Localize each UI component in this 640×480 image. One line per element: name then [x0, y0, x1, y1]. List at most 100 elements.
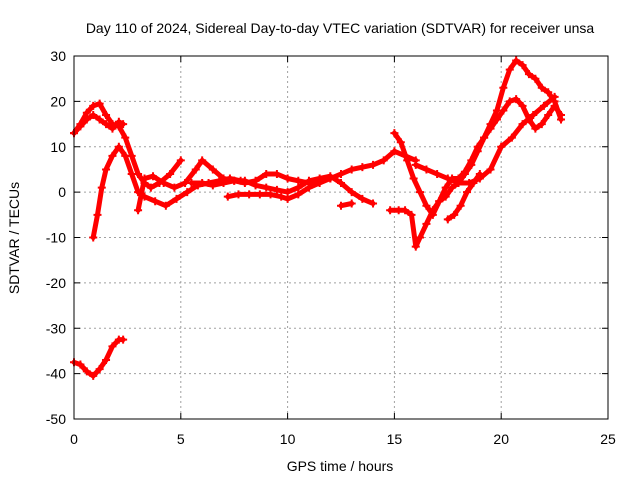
data-point — [396, 138, 405, 147]
data-point — [95, 115, 104, 124]
data-point — [337, 179, 345, 188]
x-tick-label: 5 — [177, 431, 185, 447]
data-point — [473, 147, 482, 156]
data-point — [102, 165, 111, 174]
data-point — [108, 342, 117, 351]
data-point — [89, 101, 98, 110]
data-point — [435, 197, 444, 206]
series-track-5 — [187, 172, 378, 208]
data-point — [82, 108, 91, 117]
data-point — [505, 65, 514, 74]
data-point — [140, 174, 149, 183]
y-tick-label: 0 — [58, 184, 66, 200]
series-track-10 — [411, 92, 559, 188]
data-point — [119, 335, 128, 344]
data-point — [337, 169, 345, 178]
data-point — [505, 97, 514, 106]
data-point — [369, 199, 378, 208]
data-point — [529, 110, 538, 119]
data-point — [499, 83, 508, 92]
data-point — [93, 210, 102, 219]
data-point — [89, 371, 98, 380]
data-point — [347, 188, 356, 197]
data-point — [390, 129, 399, 138]
tick-layer: 0 5 10 15 20 25 -50 -40 -30 -20 -10 0 10 20 30 — [46, 48, 616, 447]
data-point — [76, 120, 85, 129]
data-point — [294, 190, 303, 199]
data-point — [198, 156, 207, 165]
data-point — [467, 160, 476, 169]
data-point — [390, 147, 399, 156]
data-point — [262, 183, 271, 192]
series-layer — [70, 56, 566, 380]
data-point — [172, 194, 181, 203]
data-point — [544, 110, 553, 119]
series-track-2 — [70, 99, 185, 192]
data-point — [283, 194, 292, 203]
data-point — [121, 133, 130, 142]
data-point — [403, 156, 412, 165]
data-point — [456, 201, 465, 210]
series-track-11 — [443, 169, 484, 224]
data-point — [272, 185, 281, 194]
series-line — [387, 58, 564, 250]
data-point — [283, 188, 292, 197]
chart-title: Day 110 of 2024, Sidereal Day-to-day VTE… — [86, 20, 595, 36]
data-point — [198, 179, 207, 188]
data-point — [151, 197, 160, 206]
data-point — [166, 169, 175, 178]
data-point — [407, 210, 416, 219]
y-tick-label: 20 — [50, 93, 66, 109]
data-point — [557, 115, 566, 124]
series-track-6 — [223, 147, 420, 203]
data-point — [486, 165, 495, 174]
data-point — [531, 74, 540, 83]
data-point — [463, 188, 472, 197]
data-point — [492, 106, 501, 115]
data-point — [416, 188, 425, 197]
data-point — [411, 242, 420, 251]
data-point — [283, 174, 292, 183]
data-point — [219, 179, 228, 188]
data-point — [497, 142, 506, 151]
data-point — [95, 99, 104, 108]
data-point — [401, 206, 410, 215]
data-point — [127, 169, 136, 178]
data-point — [441, 192, 450, 201]
data-point — [159, 179, 168, 188]
data-point — [347, 199, 356, 208]
data-point — [518, 120, 527, 129]
data-point — [183, 188, 192, 197]
y-axis-label: SDTVAR / TECUs — [6, 182, 22, 294]
data-point — [294, 176, 303, 185]
data-point — [208, 181, 217, 190]
data-point — [315, 179, 324, 188]
data-point — [266, 190, 275, 199]
data-point — [475, 169, 484, 178]
data-point — [161, 201, 170, 210]
data-point — [82, 367, 91, 376]
data-point — [114, 142, 123, 151]
y-tick-label: -20 — [46, 275, 66, 291]
x-tick-label: 15 — [387, 431, 403, 447]
data-point — [97, 183, 106, 192]
data-point — [537, 120, 546, 129]
data-point — [539, 101, 548, 110]
data-point — [277, 192, 286, 201]
data-point — [108, 120, 117, 129]
data-point — [428, 206, 437, 215]
data-point — [433, 169, 442, 178]
data-point — [369, 160, 378, 169]
data-point — [262, 169, 271, 178]
data-point — [486, 120, 495, 129]
series-track-3 — [89, 142, 245, 242]
data-point — [191, 165, 200, 174]
data-point — [95, 365, 104, 374]
y-tick-label: 10 — [50, 139, 66, 155]
data-point — [114, 122, 123, 131]
data-point — [544, 88, 553, 97]
data-point — [223, 192, 232, 201]
data-point — [443, 215, 452, 224]
x-tick-label: 25 — [600, 431, 616, 447]
